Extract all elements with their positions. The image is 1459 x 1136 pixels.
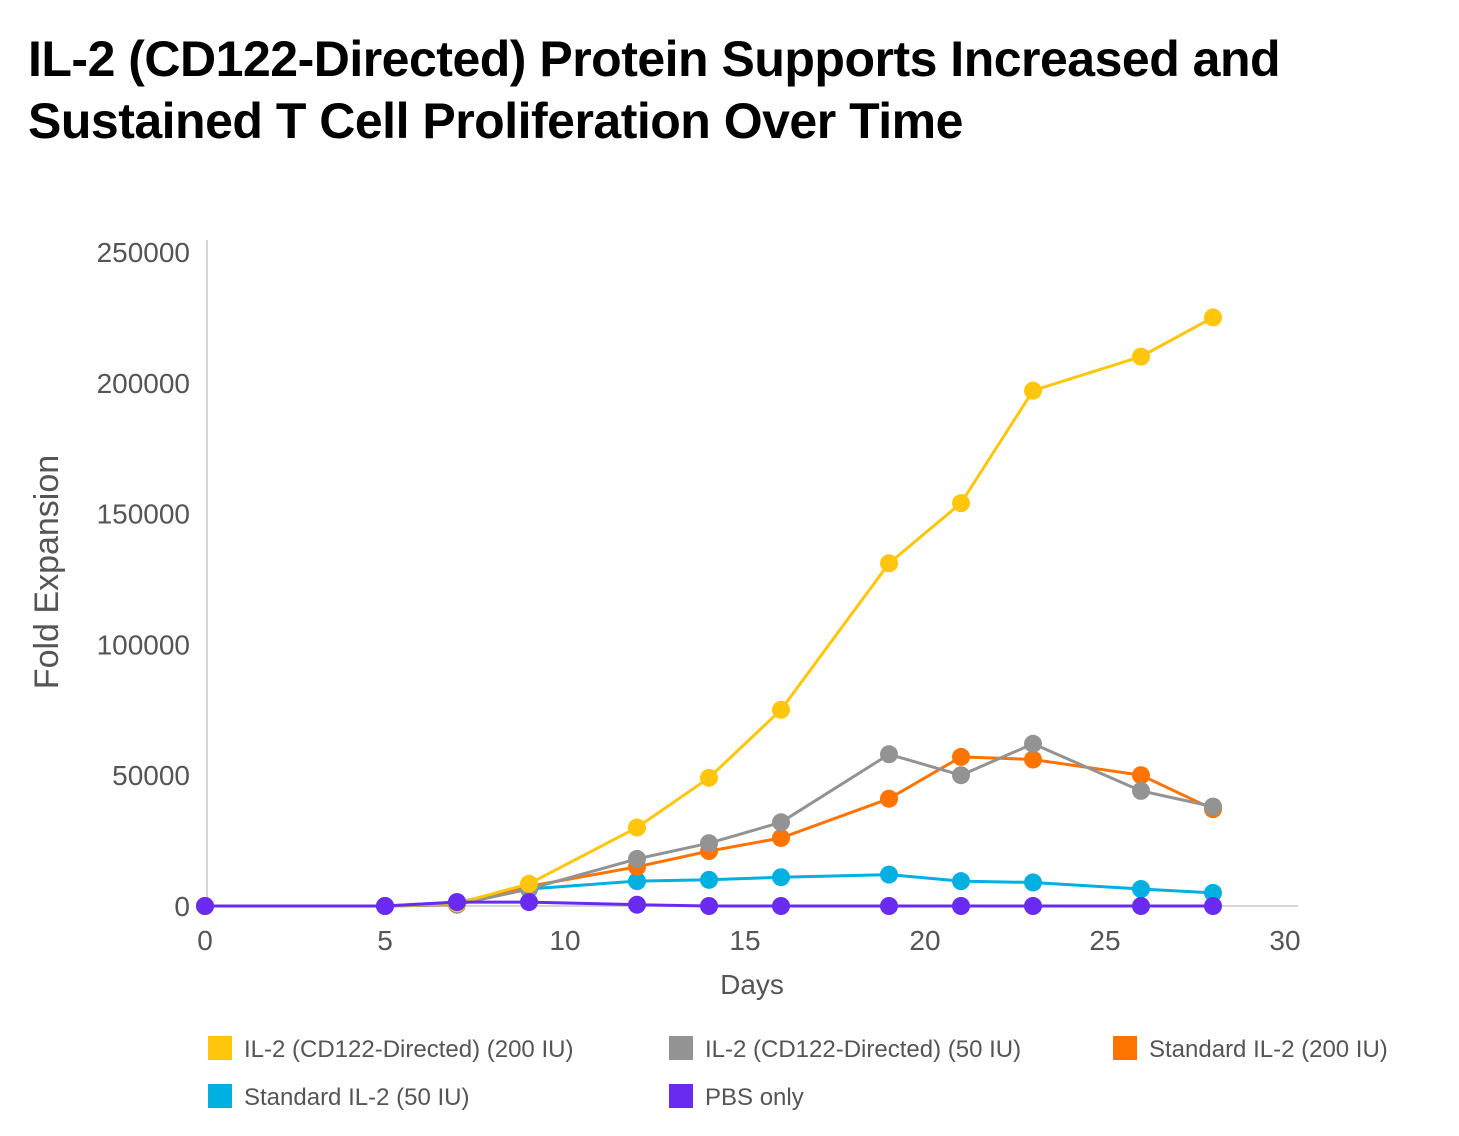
data-point — [628, 849, 646, 868]
y-axis-ticks: 0 50000 100000 150000 200000 250000 — [97, 237, 190, 922]
series-0 — [196, 308, 1222, 915]
data-point — [1204, 308, 1222, 327]
data-point — [1024, 897, 1042, 915]
data-point — [1132, 766, 1150, 785]
data-point — [880, 789, 898, 808]
data-point — [700, 897, 718, 915]
data-point — [700, 870, 718, 889]
data-point — [376, 897, 394, 915]
x-tick-label: 5 — [377, 925, 393, 956]
data-point — [1204, 897, 1222, 915]
legend-label: Standard IL-2 (200 IU) — [1149, 1036, 1388, 1063]
data-point — [1132, 879, 1150, 898]
x-tick-label: 10 — [549, 925, 580, 956]
legend-item: IL-2 (CD122-Directed) (50 IU) — [669, 1036, 1021, 1063]
data-point — [952, 494, 970, 513]
data-point — [628, 818, 646, 837]
legend-label: IL-2 (CD122-Directed) (200 IU) — [244, 1036, 573, 1063]
legend-label: IL-2 (CD122-Directed) (50 IU) — [705, 1036, 1021, 1063]
legend-swatch — [669, 1036, 693, 1060]
series-line — [205, 900, 1213, 908]
data-point — [952, 872, 970, 891]
series-4 — [196, 893, 1222, 915]
data-point — [880, 865, 898, 884]
data-point — [880, 554, 898, 573]
data-point — [448, 893, 466, 912]
data-point — [1024, 750, 1042, 769]
data-point — [1204, 797, 1222, 816]
data-point — [628, 895, 646, 914]
chart-title-line-1: IL-2 (CD122-Directed) Protein Supports I… — [28, 31, 1281, 87]
data-point — [772, 868, 790, 887]
data-point — [520, 893, 538, 912]
series-group — [196, 308, 1222, 915]
series-line — [205, 316, 1214, 908]
legend-swatch — [208, 1084, 232, 1108]
data-point — [700, 768, 718, 787]
legend-item: IL-2 (CD122-Directed) (200 IU) — [208, 1036, 573, 1063]
data-point — [1132, 897, 1150, 915]
x-tick-label: 25 — [1089, 925, 1120, 956]
legend-item: PBS only — [669, 1084, 804, 1111]
data-point — [1024, 734, 1042, 753]
data-point — [880, 745, 898, 764]
chart-title-line-2: Sustained T Cell Proliferation Over Time — [28, 93, 963, 149]
legend-label: Standard IL-2 (50 IU) — [244, 1084, 469, 1111]
data-point — [952, 766, 970, 785]
chart-title: IL-2 (CD122-Directed) Protein Supports I… — [28, 28, 1428, 152]
legend-swatch — [1113, 1036, 1137, 1060]
data-point — [628, 872, 646, 891]
y-tick-label: 100000 — [97, 629, 190, 660]
y-tick-label: 150000 — [97, 499, 190, 530]
data-point — [772, 828, 790, 847]
data-point — [520, 874, 538, 893]
y-tick-label: 250000 — [97, 237, 190, 268]
x-tick-label: 15 — [729, 925, 760, 956]
x-tick-label: 0 — [197, 925, 213, 956]
data-point — [772, 813, 790, 832]
y-tick-label: 0 — [174, 891, 190, 922]
chart-axes — [205, 240, 1298, 907]
legend: IL-2 (CD122-Directed) (200 IU) IL-2 (CD12… — [208, 1036, 1388, 1111]
legend-label: PBS only — [705, 1084, 804, 1111]
data-point — [772, 700, 790, 719]
data-point — [1024, 381, 1042, 400]
data-point — [1024, 873, 1042, 892]
data-point — [700, 834, 718, 853]
data-point — [880, 897, 898, 915]
data-point — [952, 897, 970, 915]
y-tick-label: 200000 — [97, 368, 190, 399]
data-point — [1204, 883, 1222, 902]
data-point — [1132, 347, 1150, 366]
x-tick-label: 30 — [1269, 925, 1300, 956]
data-point — [772, 897, 790, 915]
legend-item: Standard IL-2 (50 IU) — [208, 1084, 469, 1111]
legend-item: Standard IL-2 (200 IU) — [1113, 1036, 1388, 1063]
y-tick-label: 50000 — [112, 760, 190, 791]
data-point — [1132, 781, 1150, 800]
data-point — [196, 897, 214, 915]
x-tick-label: 20 — [909, 925, 940, 956]
x-axis-title: Days — [720, 969, 784, 1000]
legend-swatch — [669, 1084, 693, 1108]
y-axis-title: Fold Expansion — [28, 455, 66, 689]
x-axis-ticks: 0 5 10 15 20 25 30 — [197, 925, 1300, 956]
legend-swatch — [208, 1036, 232, 1060]
data-point — [952, 747, 970, 766]
